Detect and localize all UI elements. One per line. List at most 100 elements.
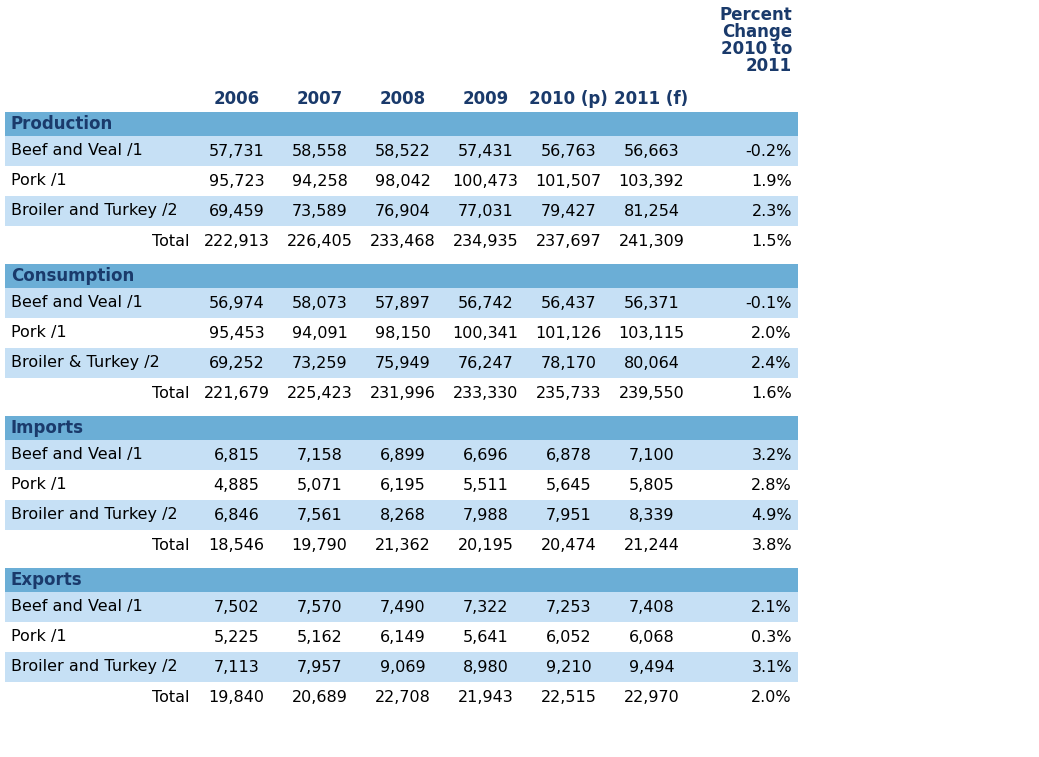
Bar <box>5 136 798 166</box>
Bar <box>5 470 798 500</box>
Bar <box>5 288 798 318</box>
Bar <box>5 378 798 408</box>
Text: 22,970: 22,970 <box>623 690 680 705</box>
Bar <box>5 440 798 470</box>
Text: 7,490: 7,490 <box>379 600 425 615</box>
Bar <box>5 530 798 560</box>
Text: 56,974: 56,974 <box>209 295 264 310</box>
Text: 77,031: 77,031 <box>457 204 513 219</box>
Text: 2.4%: 2.4% <box>751 356 792 370</box>
Text: 5,225: 5,225 <box>214 630 260 644</box>
Text: 231,996: 231,996 <box>370 385 435 400</box>
Text: 5,641: 5,641 <box>462 630 508 644</box>
Text: 101,507: 101,507 <box>535 173 602 188</box>
Text: 2.8%: 2.8% <box>751 478 792 493</box>
Text: Pork /1: Pork /1 <box>11 326 66 341</box>
Text: 98,042: 98,042 <box>375 173 430 188</box>
Text: Beef and Veal /1: Beef and Veal /1 <box>11 295 142 310</box>
Text: 56,742: 56,742 <box>457 295 513 310</box>
Text: 95,723: 95,723 <box>209 173 264 188</box>
Text: 2.0%: 2.0% <box>751 690 792 705</box>
Text: 2.0%: 2.0% <box>751 326 792 341</box>
Text: 5,162: 5,162 <box>296 630 343 644</box>
Text: 2011: 2011 <box>746 57 792 75</box>
Text: -0.2%: -0.2% <box>746 144 792 158</box>
Text: 2.1%: 2.1% <box>751 600 792 615</box>
Text: 3.1%: 3.1% <box>751 659 792 674</box>
Text: 7,570: 7,570 <box>297 600 342 615</box>
Bar <box>5 682 798 712</box>
Text: 101,126: 101,126 <box>535 326 602 341</box>
Text: 4,885: 4,885 <box>214 478 260 493</box>
Bar <box>5 112 798 136</box>
Text: Production: Production <box>11 115 113 133</box>
Text: 2010 to: 2010 to <box>721 40 792 58</box>
Text: 19,790: 19,790 <box>292 537 347 553</box>
Bar <box>5 264 798 288</box>
Text: 80,064: 80,064 <box>623 356 680 370</box>
Text: 7,253: 7,253 <box>545 600 591 615</box>
Text: 234,935: 234,935 <box>453 233 518 248</box>
Text: Beef and Veal /1: Beef and Veal /1 <box>11 447 142 463</box>
Text: 103,115: 103,115 <box>618 326 685 341</box>
Text: 76,247: 76,247 <box>457 356 513 370</box>
Text: Beef and Veal /1: Beef and Veal /1 <box>11 600 142 615</box>
Text: 7,561: 7,561 <box>296 507 343 522</box>
Text: -0.1%: -0.1% <box>746 295 792 310</box>
Text: 7,951: 7,951 <box>545 507 591 522</box>
Text: 2009: 2009 <box>462 90 509 108</box>
Text: 79,427: 79,427 <box>540 204 596 219</box>
Text: 100,341: 100,341 <box>453 326 518 341</box>
Text: 9,069: 9,069 <box>379 659 425 674</box>
Text: 2006: 2006 <box>213 90 260 108</box>
Text: Broiler & Turkey /2: Broiler & Turkey /2 <box>11 356 160 370</box>
Text: 56,437: 56,437 <box>540 295 596 310</box>
Text: 1.5%: 1.5% <box>751 233 792 248</box>
Text: 9,494: 9,494 <box>629 659 674 674</box>
Text: 2008: 2008 <box>379 90 426 108</box>
Text: 7,100: 7,100 <box>629 447 674 463</box>
Bar <box>5 196 798 226</box>
Text: 0.3%: 0.3% <box>751 630 792 644</box>
Text: 6,815: 6,815 <box>214 447 260 463</box>
Text: 76,904: 76,904 <box>375 204 430 219</box>
Text: 22,708: 22,708 <box>375 690 430 705</box>
Text: 103,392: 103,392 <box>618 173 685 188</box>
Text: 57,897: 57,897 <box>375 295 430 310</box>
Text: Broiler and Turkey /2: Broiler and Turkey /2 <box>11 204 178 219</box>
Text: 8,268: 8,268 <box>379 507 425 522</box>
Bar <box>5 652 798 682</box>
Text: 6,696: 6,696 <box>462 447 508 463</box>
Text: 20,195: 20,195 <box>457 537 513 553</box>
Text: 69,459: 69,459 <box>209 204 264 219</box>
Text: Pork /1: Pork /1 <box>11 478 66 493</box>
Text: 2011 (f): 2011 (f) <box>614 90 689 108</box>
Text: 100,473: 100,473 <box>453 173 518 188</box>
Bar <box>5 568 798 592</box>
Text: Imports: Imports <box>11 419 84 437</box>
Text: 7,408: 7,408 <box>629 600 674 615</box>
Text: 56,371: 56,371 <box>623 295 680 310</box>
Text: 20,474: 20,474 <box>540 537 596 553</box>
Text: 226,405: 226,405 <box>287 233 352 248</box>
Text: 94,091: 94,091 <box>292 326 347 341</box>
Text: 233,468: 233,468 <box>370 233 435 248</box>
Bar <box>5 166 798 196</box>
Text: 3.2%: 3.2% <box>751 447 792 463</box>
Text: 222,913: 222,913 <box>204 233 269 248</box>
Text: 20,689: 20,689 <box>292 690 347 705</box>
Text: 241,309: 241,309 <box>618 233 685 248</box>
Text: Total: Total <box>152 690 189 705</box>
Bar <box>5 318 798 348</box>
Text: 2.3%: 2.3% <box>751 204 792 219</box>
Text: 21,943: 21,943 <box>457 690 513 705</box>
Text: 58,073: 58,073 <box>292 295 347 310</box>
Bar <box>5 592 798 622</box>
Text: 78,170: 78,170 <box>540 356 596 370</box>
Text: 7,322: 7,322 <box>462 600 508 615</box>
Text: 7,502: 7,502 <box>214 600 260 615</box>
Text: 21,244: 21,244 <box>623 537 680 553</box>
Text: 5,511: 5,511 <box>462 478 508 493</box>
Text: 73,259: 73,259 <box>292 356 347 370</box>
Text: Total: Total <box>152 385 189 400</box>
